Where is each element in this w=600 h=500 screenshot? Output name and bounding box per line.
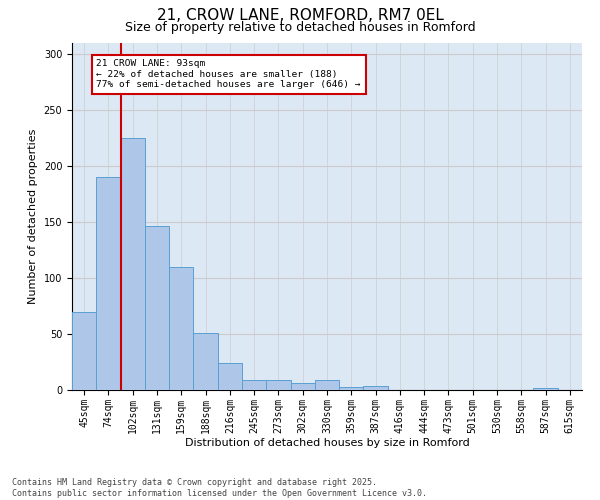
Bar <box>145 226 169 390</box>
Text: Contains HM Land Registry data © Crown copyright and database right 2025.
Contai: Contains HM Land Registry data © Crown c… <box>12 478 427 498</box>
Bar <box>364 386 388 390</box>
Text: Size of property relative to detached houses in Romford: Size of property relative to detached ho… <box>125 21 475 34</box>
Bar <box>96 177 121 390</box>
Bar <box>533 388 558 390</box>
Bar <box>218 363 242 390</box>
Bar <box>169 266 193 390</box>
Bar <box>339 386 364 390</box>
Bar <box>315 380 339 390</box>
Bar <box>242 380 266 390</box>
Bar <box>290 384 315 390</box>
X-axis label: Distribution of detached houses by size in Romford: Distribution of detached houses by size … <box>185 438 469 448</box>
Bar <box>121 138 145 390</box>
Y-axis label: Number of detached properties: Number of detached properties <box>28 128 38 304</box>
Text: 21, CROW LANE, ROMFORD, RM7 0EL: 21, CROW LANE, ROMFORD, RM7 0EL <box>157 8 443 22</box>
Bar <box>193 333 218 390</box>
Bar <box>266 380 290 390</box>
Text: 21 CROW LANE: 93sqm
← 22% of detached houses are smaller (188)
77% of semi-detac: 21 CROW LANE: 93sqm ← 22% of detached ho… <box>96 60 361 89</box>
Bar <box>72 312 96 390</box>
